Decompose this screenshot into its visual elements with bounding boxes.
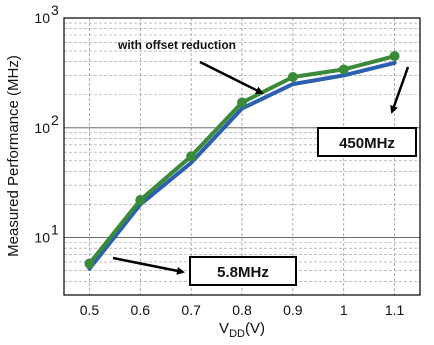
- annotation-5-8mhz-arrow: [112, 256, 185, 275]
- data-point: [84, 258, 95, 269]
- series-layer: [84, 51, 400, 271]
- x-tick-label: 0.5: [80, 302, 100, 318]
- data-point: [135, 194, 146, 205]
- annotation-450mhz-arrow: [390, 66, 410, 114]
- x-tick-label: 0.7: [181, 302, 201, 318]
- y-tick-exponent: 3: [51, 2, 59, 18]
- x-tick-label: 0.6: [131, 302, 151, 318]
- x-tick-label: 0.9: [283, 302, 303, 318]
- annotation-offset-reduction: with offset reduction: [117, 38, 236, 52]
- y-tick-exponent: 2: [51, 112, 59, 128]
- annotation-450mhz-box: [317, 127, 417, 157]
- x-axis-label: VDD(V): [219, 320, 265, 340]
- y-tick-exponent: 1: [51, 222, 59, 238]
- x-axis-label-unit: (V): [245, 320, 265, 337]
- data-point: [186, 151, 197, 162]
- data-point: [287, 72, 298, 83]
- annotation-offset-reduction-arrow: [199, 60, 264, 95]
- x-tick-labels: 0.5 0.6 0.7 0.8 0.9 1 1.1: [80, 302, 405, 318]
- x-tick-label: 0.8: [232, 302, 252, 318]
- annotation-5-8mhz-label: 5.8MHz: [217, 264, 269, 281]
- plot-frame: [63, 17, 421, 296]
- annotation-5-8mhz-box: [189, 256, 297, 286]
- x-tick-label: 1: [340, 302, 348, 318]
- x-tick-label: 1.1: [385, 302, 405, 318]
- data-point: [389, 51, 400, 62]
- data-point: [338, 64, 349, 75]
- annotation-450mhz-label: 450MHz: [339, 135, 395, 152]
- y-axis-label: Measured Performance (MHz): [5, 55, 22, 257]
- y-tick-label: 10: [34, 230, 50, 246]
- data-point: [237, 97, 247, 108]
- y-tick-label: 10: [34, 10, 50, 26]
- x-axis-label-subscript: DD: [229, 328, 245, 340]
- y-tick-label: 10: [34, 120, 50, 136]
